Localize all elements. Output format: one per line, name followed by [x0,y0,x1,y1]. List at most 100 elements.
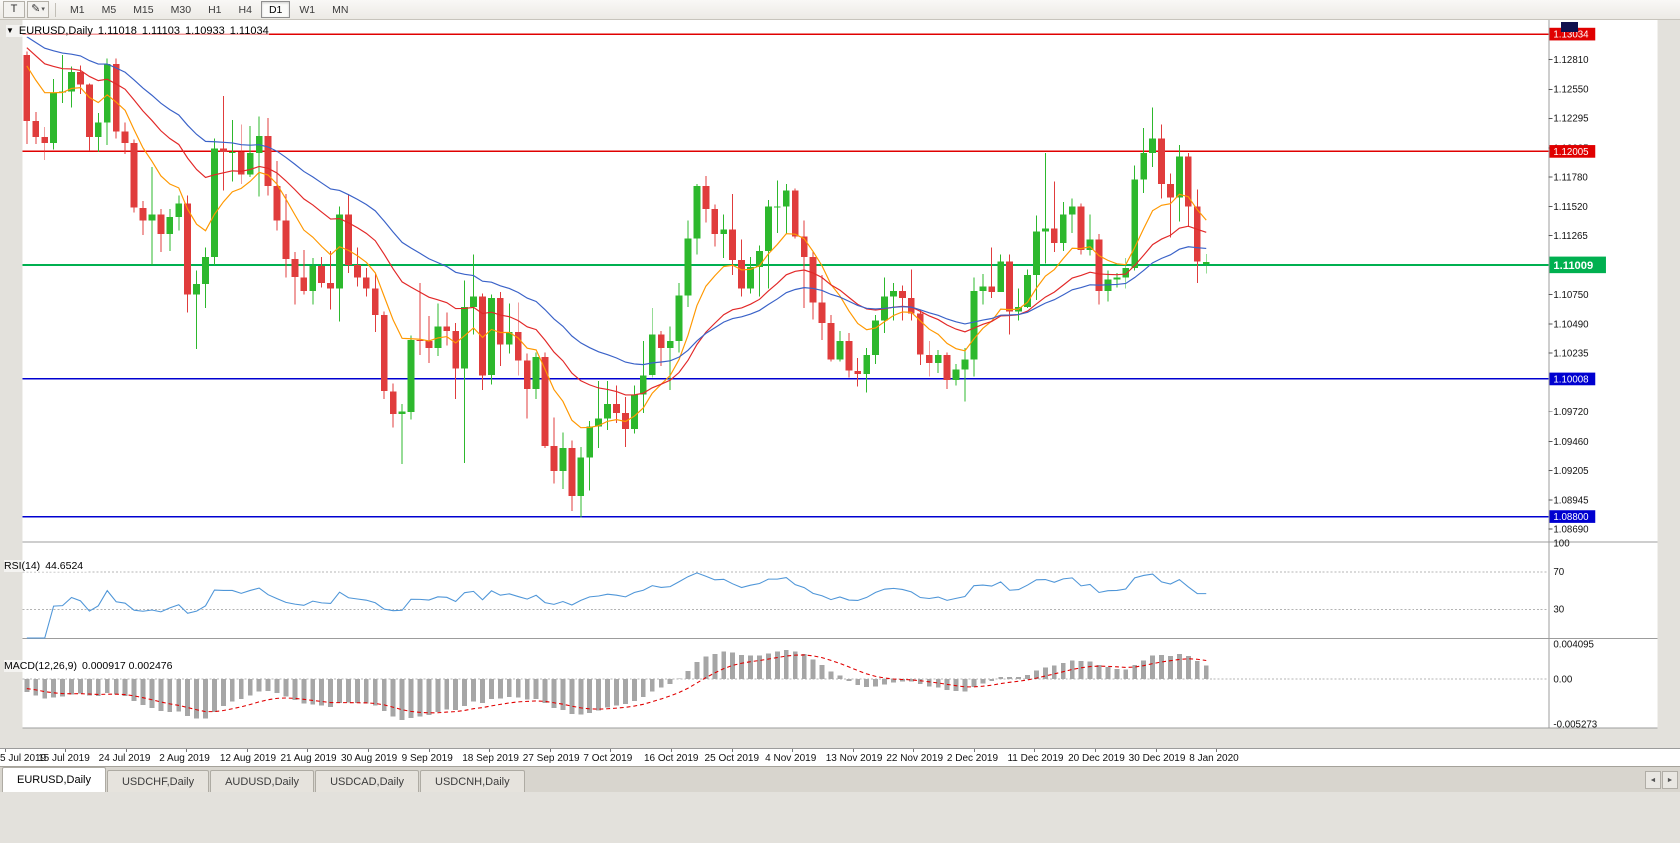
date-label: 20 Dec 2019 [1068,753,1125,764]
svg-text:1.11009: 1.11009 [1553,260,1593,272]
tab-scroll-right-button[interactable]: ► [1662,771,1678,789]
date-tick [1155,749,1157,752]
drawing-tools-dropdown[interactable]: ✎ ▾ [27,1,49,18]
date-label: 16 Oct 2019 [643,753,699,764]
ma-fast [26,65,1207,429]
price-chart-canvas[interactable]: 100 70 30 0.004095 0.00 -0.005273 1.12810 1.125… [0,20,1680,748]
date-tick [1216,749,1218,752]
rsi-indicator-label: RSI(14) 44.6524 [4,560,89,572]
timeframe-buttons: M1 M5 M15 M30 H1 H4 D1 W1 MN [62,1,356,18]
timeframe-button-m5[interactable]: M5 [94,1,125,18]
svg-text:1.09720: 1.09720 [1553,407,1589,418]
date-label: 24 Jul 2019 [98,753,151,764]
date-tick [246,749,248,752]
chart-tab-usdchf-daily[interactable]: USDCHF,Daily [106,770,210,792]
date-tick [731,749,733,752]
date-axis[interactable]: 5 Jul 2019 15 Jul 2019 24 Jul 2019 2 Aug 20… [0,748,1680,766]
candlesticks [23,51,1210,518]
timeframe-button-m30[interactable]: M30 [163,1,199,18]
chart-template-button[interactable]: T [3,1,25,18]
chart-corner-marker [1561,22,1578,32]
macd-values: 0.000917 0.002476 [81,660,173,672]
date-tick [125,749,127,752]
date-label: 22 Nov 2019 [886,753,944,764]
date-label: 25 Oct 2019 [704,753,760,764]
svg-text:1.12550: 1.12550 [1553,85,1589,96]
svg-text:1.10490: 1.10490 [1553,319,1589,330]
svg-text:1.10235: 1.10235 [1553,348,1588,359]
date-tick [670,749,672,752]
tab-scroll-left-button[interactable]: ◄ [1645,771,1661,789]
svg-text:1.12295: 1.12295 [1553,114,1588,125]
timeframe-button-h1[interactable]: H1 [200,1,229,18]
timeframe-button-w1[interactable]: W1 [291,1,323,18]
price-axis-label-1.13034: 1.13034 [1549,27,1596,41]
timeframe-button-mn[interactable]: MN [324,1,356,18]
high-value: 1.11103 [141,25,180,37]
date-label: 2 Aug 2019 [159,753,210,764]
price-axis-label-1.08800: 1.08800 [1549,510,1596,523]
close-value: 1.11034 [229,25,269,37]
svg-text:1.12810: 1.12810 [1553,55,1589,66]
date-tick [186,749,188,752]
macd-indicator-label: MACD(12,26,9) 0.000917 0.002476 [4,660,178,672]
toolbar: T ✎ ▾ M1 M5 M15 M30 H1 H4 D1 W1 MN [0,0,1680,20]
date-tick [1034,749,1036,752]
date-tick [489,749,491,752]
svg-text:1.11780: 1.11780 [1553,172,1588,183]
toolbar-separator [55,2,56,17]
svg-text:-0.005273: -0.005273 [1553,719,1597,730]
collapse-triangle-icon[interactable]: ▼ [6,26,14,35]
chevron-down-icon: ▾ [41,6,45,13]
chart-ohlc-header: ▼ EURUSD,Daily 1.11018 1.11103 1.10933 1… [6,25,269,37]
timeframe-button-d1[interactable]: D1 [260,1,291,18]
date-label: 8 Jan 2020 [1189,753,1239,764]
date-label: 4 Nov 2019 [765,753,817,764]
svg-text:1.09460: 1.09460 [1553,437,1589,448]
chart-tab-eurusd-daily[interactable]: EURUSD,Daily [2,767,106,792]
date-label: 18 Sep 2019 [462,753,519,764]
chart-tab-strip: EURUSD,Daily USDCHF,Daily AUDUSD,Daily USDC… [0,766,1680,792]
date-label: 15 Jul 2019 [38,753,90,764]
date-tick [610,749,612,752]
date-label: 7 Oct 2019 [583,753,633,764]
svg-text:0.004095: 0.004095 [1553,639,1594,650]
date-label: 13 Nov 2019 [825,753,883,764]
timeframe-button-m1[interactable]: M1 [62,1,93,18]
date-tick [549,749,551,752]
low-value: 1.10933 [184,25,225,37]
date-tick [1095,749,1097,752]
tab-scroll-buttons: ◄ ► [1645,771,1678,789]
date-tick [4,749,6,752]
svg-text:1.11520: 1.11520 [1553,202,1588,213]
svg-text:1.08800: 1.08800 [1553,512,1589,523]
date-label: 9 Sep 2019 [401,753,453,764]
timeframe-button-m15[interactable]: M15 [125,1,161,18]
chart-tab-usdcad-daily[interactable]: USDCAD,Daily [315,770,420,792]
timeframe-button-h4[interactable]: H4 [231,1,260,18]
svg-text:1.12005: 1.12005 [1553,147,1588,158]
date-tick [913,749,915,752]
date-tick [852,749,854,752]
rsi-value: 44.6524 [45,560,84,572]
svg-text:100: 100 [1553,539,1570,550]
rsi-name: RSI(14) [4,560,41,572]
chart-tab-usdcnh-daily[interactable]: USDCNH,Daily [420,770,525,792]
macd-signal-line [26,654,1207,714]
macd-name: MACD(12,26,9) [4,660,77,672]
price-axis-label-1.11009: 1.11009 [1549,256,1606,274]
svg-text:30: 30 [1553,605,1564,616]
chart-tab-audusd-daily[interactable]: AUDUSD,Daily [210,770,315,792]
svg-text:70: 70 [1553,567,1564,578]
price-axis-label-1.10008: 1.10008 [1549,372,1596,385]
date-label: 12 Aug 2019 [219,753,277,764]
svg-text:1.10008: 1.10008 [1553,374,1588,385]
rsi-line [26,572,1207,639]
ma-slow [26,36,1207,366]
symbol-period-label: EURUSD,Daily [18,25,93,37]
svg-text:1.11265: 1.11265 [1553,231,1587,242]
svg-text:1.08945: 1.08945 [1553,496,1588,507]
date-tick [307,749,309,752]
chart-tabs: EURUSD,Daily USDCHF,Daily AUDUSD,Daily USDC… [2,767,526,792]
date-tick [973,749,975,752]
